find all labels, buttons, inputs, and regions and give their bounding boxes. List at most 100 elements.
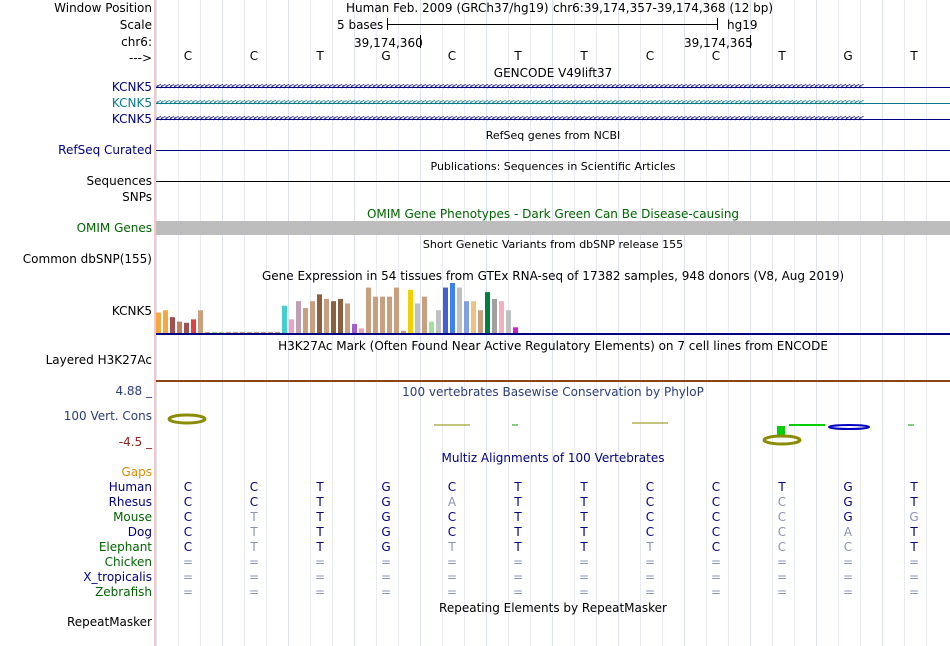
alignment-base: T [514, 480, 522, 494]
label-sequences[interactable]: Sequences [86, 174, 152, 188]
species-label[interactable]: Human [108, 480, 152, 494]
gtex-bar [233, 331, 238, 333]
gtex-bar [303, 308, 308, 333]
alignment-base: C [777, 510, 787, 524]
label-kcnk5-a[interactable]: KCNK5 [111, 80, 152, 94]
grid-line [354, 0, 355, 646]
label-arrow: ---> [128, 51, 152, 65]
phylop-chart[interactable] [156, 400, 950, 450]
ruler-base: G [381, 49, 391, 63]
label-kcnk5-b[interactable]: KCNK5 [111, 96, 152, 110]
gtex-bar [345, 303, 350, 333]
gtex-bar [177, 321, 182, 333]
grid-line [618, 0, 619, 646]
alignment-base: = [776, 555, 788, 569]
alignment-base: = [578, 570, 590, 584]
alignment-base: T [514, 525, 522, 539]
alignment-base: = [578, 555, 590, 569]
alignment-base: = [908, 570, 920, 584]
gtex-bar [247, 331, 252, 333]
gtex-bar [338, 298, 343, 333]
coord-tick-2 [750, 35, 751, 48]
gene-line-kcnk5-a[interactable] [156, 87, 950, 88]
label-scale: Scale [119, 18, 152, 32]
gtex-bar [275, 331, 280, 333]
gtex-bar [387, 296, 392, 333]
species-label[interactable]: Elephant [98, 540, 152, 554]
alignment-base: C [183, 525, 193, 539]
gtex-bar [471, 301, 476, 333]
alignment-base: = [314, 585, 326, 599]
label-gaps[interactable]: Gaps [121, 465, 152, 479]
position-title[interactable]: chr6:39,174,357-39,174,368 (12 bp) [553, 1, 774, 15]
gtex-bar [464, 301, 469, 333]
alignment-base: T [316, 495, 324, 509]
alignment-base: C [843, 540, 853, 554]
alignment-base: C [249, 480, 259, 494]
gtex-bar [254, 331, 259, 333]
grid-line [266, 0, 267, 646]
ruler-base: C [711, 49, 721, 63]
gtex-bar [163, 310, 168, 333]
gtex-bar [443, 287, 448, 333]
label-gtex-gene[interactable]: KCNK5 [111, 304, 152, 318]
refseq-line[interactable] [156, 150, 950, 151]
alignment-base: T [316, 510, 324, 524]
alignment-base: T [250, 510, 258, 524]
gtex-bar [352, 323, 357, 333]
species-label[interactable]: Rhesus [108, 495, 152, 509]
alignment-base: C [183, 510, 193, 524]
label-cons[interactable]: 100 Vert. Cons [63, 409, 152, 423]
alignment-base: C [447, 525, 457, 539]
gtex-bar [219, 331, 224, 333]
gene-line-kcnk5-b[interactable] [156, 103, 950, 104]
label-snps[interactable]: SNPs [122, 190, 152, 204]
alignment-base: = [314, 570, 326, 584]
gtex-bar [191, 319, 196, 333]
gene-chevrons-a: <<<<<<<<<<<<<<<<<<<<<<<<<<<<<<<<<<<<<<<<… [156, 83, 864, 92]
gtex-bar [212, 331, 217, 333]
alignment-base: G [843, 495, 853, 509]
gtex-bar [170, 317, 175, 333]
label-kcnk5-c[interactable]: KCNK5 [111, 112, 152, 126]
alignment-base: T [250, 525, 258, 539]
alignment-base: = [248, 555, 260, 569]
alignment-base: = [710, 585, 722, 599]
label-refseq[interactable]: RefSeq Curated [58, 143, 152, 157]
grid-line [662, 0, 663, 646]
gtex-bar [457, 287, 462, 333]
alignment-base: G [381, 495, 391, 509]
gtex-bar [310, 301, 315, 333]
alignment-base: = [446, 585, 458, 599]
alignment-base: T [778, 480, 786, 494]
gtex-bar [317, 294, 322, 333]
species-label[interactable]: X_tropicalis [83, 570, 152, 584]
alignment-base: C [183, 495, 193, 509]
label-repeatmasker[interactable]: RepeatMasker [66, 615, 152, 629]
alignment-base: = [182, 555, 194, 569]
gtex-chart[interactable] [156, 283, 950, 336]
label-dbsnp[interactable]: Common dbSNP(155) [22, 252, 152, 266]
label-h3k27ac[interactable]: Layered H3K27Ac [45, 353, 152, 367]
species-label[interactable]: Mouse [113, 510, 152, 524]
gtex-bar [401, 330, 406, 333]
alignment-base: A [447, 495, 457, 509]
species-label[interactable]: Zebrafish [95, 585, 152, 599]
grid-line [926, 0, 927, 646]
alignment-base: C [777, 540, 787, 554]
alignment-base: = [512, 555, 524, 569]
alignment-base: C [711, 495, 721, 509]
phylop-mark-1 [167, 413, 207, 425]
gene-line-kcnk5-c[interactable] [156, 119, 950, 120]
alignment-base: T [316, 540, 324, 554]
alignment-base: = [380, 555, 392, 569]
gtex-bar [205, 331, 210, 333]
species-label[interactable]: Chicken [104, 555, 152, 569]
label-omim[interactable]: OMIM Genes [76, 221, 152, 235]
species-label[interactable]: Dog [127, 525, 152, 539]
omim-bar[interactable] [156, 221, 950, 235]
alignment-base: = [248, 585, 260, 599]
publications-line[interactable] [156, 181, 950, 182]
refseq-title: RefSeq genes from NCBI [485, 129, 621, 142]
h3k27ac-line[interactable] [156, 380, 950, 382]
